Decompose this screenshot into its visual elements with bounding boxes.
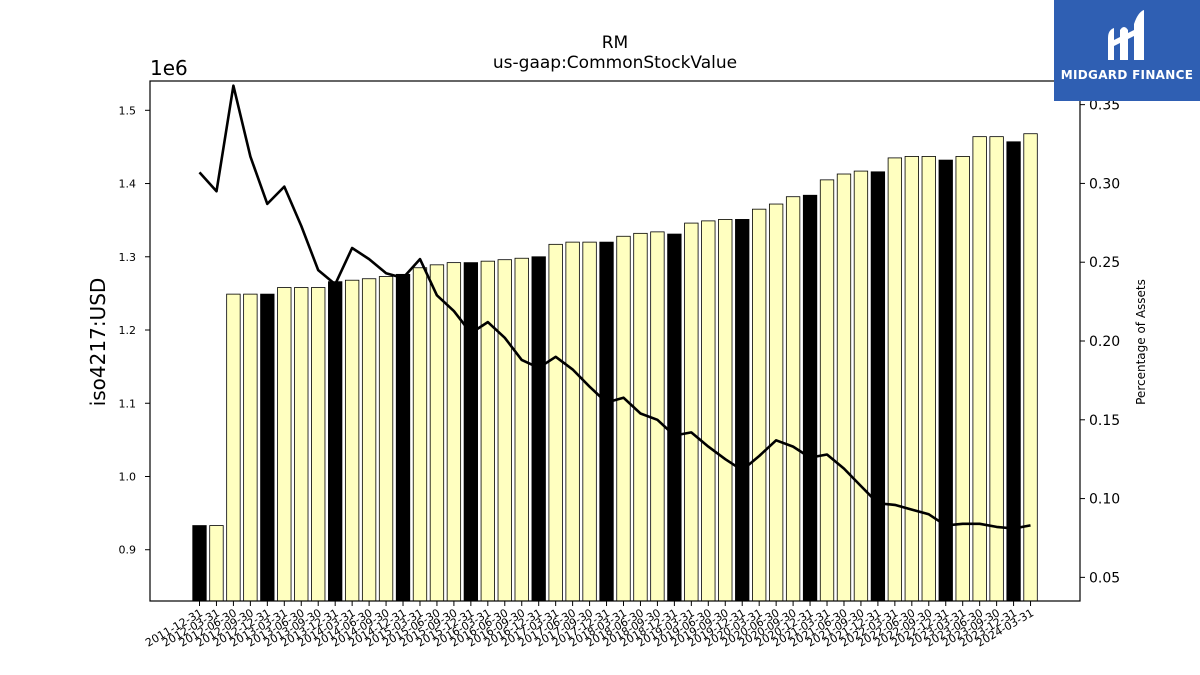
y-tick-label: 1.5 <box>119 104 137 117</box>
bar-2017-12-31 <box>599 241 614 602</box>
bar-2013-12-31 <box>328 281 343 602</box>
bar-2017-03-31 <box>548 243 563 602</box>
bar-2018-09-30 <box>650 231 665 602</box>
y-tick-label: 1.0 <box>119 470 137 483</box>
bar-2023-12-31 <box>1006 141 1021 602</box>
bar-2015-06-30 <box>429 264 445 602</box>
y-tick-label: 1.2 <box>119 324 137 337</box>
bar-2012-03-31 <box>209 525 224 602</box>
bar-2020-06-30 <box>768 203 784 602</box>
bar-2018-06-30 <box>633 232 648 602</box>
y2-tick-label: 0.05 <box>1089 570 1120 586</box>
bar-2023-06-30 <box>972 136 987 602</box>
bar-2023-09-30 <box>989 136 1004 602</box>
bar-2021-09-30 <box>853 170 869 602</box>
bar-2022-09-30 <box>921 156 936 602</box>
y-offset-label: 1e6 <box>150 56 188 80</box>
y2-tick-label: 0.25 <box>1089 255 1120 271</box>
line-group <box>198 84 1031 530</box>
bar-2020-03-31 <box>752 208 767 602</box>
bar-2012-09-30 <box>243 293 258 602</box>
bar-2022-12-31 <box>938 159 953 602</box>
y2-tick-label: 0.20 <box>1089 334 1120 350</box>
y-axis-label: iso4217:USD <box>86 278 110 407</box>
logo-mark-icon <box>1108 10 1144 60</box>
y2-tick-label: 0.10 <box>1089 492 1120 508</box>
bar-2019-06-30 <box>701 220 716 602</box>
bar-2015-12-31 <box>463 262 479 602</box>
bar-2021-03-31 <box>819 179 835 602</box>
bar-2013-03-31 <box>277 287 292 602</box>
y2-axis-label: Percentage of Assets <box>1134 279 1148 405</box>
bar-2012-06-30 <box>226 293 241 602</box>
bar-2015-09-30 <box>446 262 462 602</box>
y2-tick-label: 0.15 <box>1089 413 1120 429</box>
bar-2018-12-31 <box>667 233 682 602</box>
bar-2012-12-31 <box>260 293 275 602</box>
bar-2022-06-30 <box>904 156 919 602</box>
chart-subtitle: us-gaap:CommonStockValue <box>493 53 737 73</box>
y-tick-label: 1.4 <box>119 178 137 191</box>
bar-2021-12-31 <box>870 171 886 602</box>
bar-2019-09-30 <box>718 219 733 602</box>
bar-2017-09-30 <box>582 241 597 602</box>
bar-2013-06-30 <box>294 287 309 602</box>
bars-group <box>192 133 1038 602</box>
chart-title: RM <box>602 33 628 53</box>
bar-2017-06-30 <box>565 241 580 602</box>
bar-2016-06-30 <box>497 259 512 602</box>
bar-2016-03-31 <box>480 260 495 602</box>
y-tick-label: 1.3 <box>119 251 137 264</box>
bar-2013-09-30 <box>311 287 326 602</box>
bar-2014-09-30 <box>378 276 394 602</box>
y-tick-label: 1.1 <box>119 397 137 410</box>
bar-2016-12-31 <box>531 256 546 602</box>
y2-tick-label: 0.30 <box>1089 176 1120 192</box>
bar-2014-06-30 <box>361 278 377 602</box>
bar-2018-03-31 <box>616 235 631 602</box>
bar-2014-03-31 <box>344 279 360 602</box>
bar-2019-12-31 <box>735 219 750 602</box>
bar-2021-06-30 <box>836 173 852 602</box>
bar-2014-12-31 <box>395 273 411 602</box>
bar-2024-03-31 <box>1023 133 1038 602</box>
bar-2022-03-31 <box>887 157 903 602</box>
logo-text: MIDGARD FINANCE <box>1060 68 1194 82</box>
bar-2011-12-31 <box>192 525 207 602</box>
bar-2019-03-31 <box>684 222 699 602</box>
logo: MIDGARD FINANCE <box>1054 0 1200 101</box>
y2-tick-label: 0.35 <box>1089 98 1120 114</box>
bar-2016-09-30 <box>514 257 529 602</box>
bar-2023-03-31 <box>955 156 970 602</box>
bar-2020-12-31 <box>802 194 818 602</box>
bar-2015-03-31 <box>412 267 428 602</box>
bar-2020-09-30 <box>785 196 801 602</box>
axes-group: 0.9 1.0 1.1 1.2 1.3 1.4 1.5 0.05 0.10 0.15 0.20 0.2… <box>119 80 1120 650</box>
y-tick-label: 0.9 <box>119 544 137 557</box>
percentage-of-assets-line <box>198 84 1031 530</box>
